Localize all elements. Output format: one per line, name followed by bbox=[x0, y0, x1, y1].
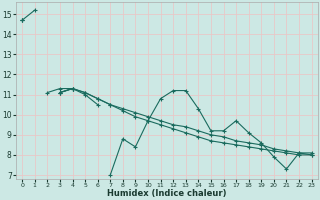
X-axis label: Humidex (Indice chaleur): Humidex (Indice chaleur) bbox=[107, 189, 227, 198]
